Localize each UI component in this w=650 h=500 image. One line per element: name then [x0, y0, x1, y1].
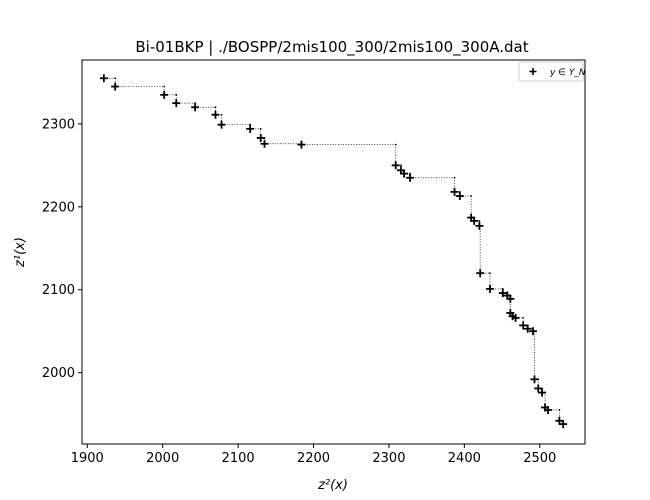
y-tick-label: 2200 — [42, 200, 75, 215]
axes-frame — [81, 59, 586, 445]
connector-corner-dot — [259, 127, 262, 130]
data-point — [544, 405, 553, 414]
connector-corner-dot — [394, 143, 397, 146]
data-point — [406, 173, 415, 182]
x-tick-label: 2400 — [448, 451, 481, 466]
legend-marker-plus — [529, 68, 537, 75]
connector-corner-dot — [114, 77, 117, 80]
data-point — [191, 103, 200, 112]
data-point — [528, 327, 537, 336]
connector-corner-dot — [214, 106, 217, 109]
x-axis-ticks: 1900 2000 2100 2200 2300 2400 2500 — [71, 444, 556, 466]
data-point — [455, 192, 464, 201]
data-point — [211, 110, 220, 119]
data-point — [111, 82, 120, 91]
legend: y ∈ Y_N — [518, 61, 586, 82]
connector-corner-dot — [175, 93, 178, 96]
data-point — [450, 187, 459, 196]
legend-box — [518, 61, 584, 82]
connector-corner-dot — [220, 113, 223, 116]
data-point — [172, 99, 181, 108]
connector-corner-dot — [400, 164, 402, 167]
data-point — [485, 284, 494, 293]
data-point — [559, 420, 568, 429]
y-axis-label: z¹(x) — [13, 237, 28, 268]
data-point — [400, 169, 409, 178]
data-point — [256, 133, 265, 142]
plot-area — [81, 59, 586, 445]
data-point — [519, 321, 528, 330]
connector-corner-dot — [163, 85, 166, 88]
y-tick-label: 2000 — [42, 366, 75, 381]
data-point — [506, 294, 515, 303]
staircase-connectors — [103, 77, 565, 425]
data-point — [530, 375, 539, 384]
data-point — [391, 161, 400, 170]
connector-corner-dot — [489, 272, 491, 275]
x-tick-label: 2000 — [146, 451, 179, 466]
data-point — [260, 139, 269, 148]
data-points — [99, 74, 568, 429]
data-point — [470, 216, 479, 225]
data-point — [160, 90, 169, 99]
data-point — [538, 388, 547, 397]
x-tick-label: 2100 — [222, 451, 255, 466]
x-tick-label: 2300 — [372, 451, 405, 466]
data-point — [475, 221, 484, 230]
data-point — [476, 269, 485, 278]
x-tick-label: 2200 — [297, 451, 330, 466]
legend-label: y ∈ Y_N — [549, 68, 586, 78]
connector-corner-dot — [522, 317, 525, 319]
x-tick-label: 1900 — [71, 451, 104, 466]
connector-corner-dot — [558, 409, 561, 411]
data-point — [246, 124, 255, 133]
chart-title: Bi-01BKP | ./BOSPP/2mis100_300/2mis100_3… — [135, 38, 528, 57]
data-point — [511, 313, 520, 322]
connector-corner-dot — [478, 219, 481, 222]
connector-corner-dot — [453, 176, 456, 179]
x-axis-label: z²(x) — [317, 478, 348, 493]
data-point — [297, 140, 306, 149]
data-point — [99, 74, 108, 83]
data-point — [523, 324, 532, 333]
data-point — [217, 120, 226, 129]
x-tick-label: 2500 — [523, 451, 556, 466]
y-tick-label: 2300 — [42, 117, 75, 132]
data-point — [534, 384, 543, 393]
y-axis-ticks: 2000 2100 2200 2300 — [42, 117, 82, 381]
y-tick-label: 2100 — [42, 283, 75, 298]
data-point — [498, 289, 507, 298]
connector-corner-dot — [470, 195, 473, 197]
